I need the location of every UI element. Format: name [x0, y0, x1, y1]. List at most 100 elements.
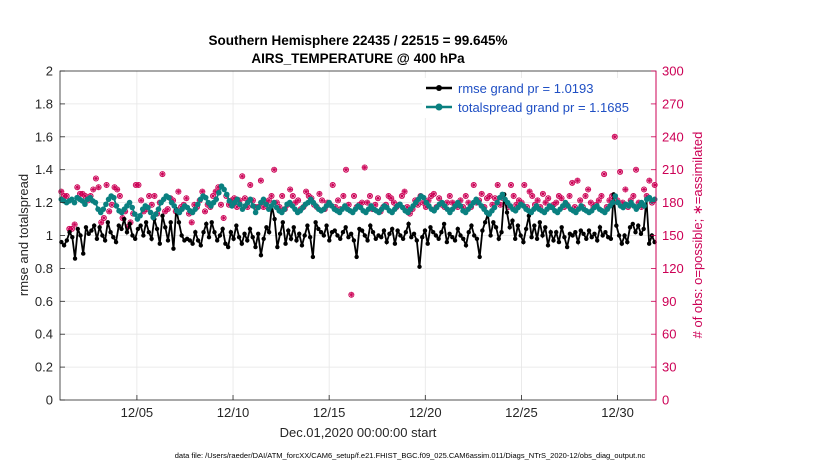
- obs-assimilated-marker: [343, 167, 349, 173]
- rmse-point: [275, 244, 280, 250]
- obs-possible-marker: [361, 164, 368, 171]
- obs-possible-marker: [510, 193, 517, 200]
- rmse-point: [135, 226, 141, 232]
- y-right-tick-label: 120: [662, 261, 684, 276]
- obs-assimilated-marker: [484, 195, 490, 201]
- rmse-point: [430, 230, 436, 235]
- rmse-point: [132, 236, 138, 241]
- rmse-point: [318, 230, 324, 235]
- obs-possible-marker: [289, 193, 296, 200]
- obs-assimilated-marker: [633, 167, 639, 173]
- rmse-point: [204, 221, 209, 227]
- obs-assimilated-marker: [74, 184, 80, 190]
- obs-assimilated-marker: [367, 193, 373, 199]
- obs-possible-marker: [209, 193, 216, 200]
- obs-assimilated-marker: [420, 200, 426, 205]
- obs-assimilated-marker: [215, 184, 221, 190]
- rmse-point: [143, 220, 149, 225]
- rmse-point: [452, 238, 458, 243]
- rmse-point: [346, 234, 351, 240]
- rmse-point: [441, 221, 447, 227]
- obs-possible-marker: [351, 193, 358, 200]
- rmse-point: [212, 230, 217, 235]
- totalspread-point: [147, 209, 154, 216]
- obs-possible-marker: [364, 199, 371, 206]
- totalspread-point: [651, 196, 658, 203]
- obs-possible-marker: [220, 214, 227, 221]
- rmse-point: [124, 230, 130, 235]
- rmse-point: [422, 228, 428, 233]
- rmse-point: [253, 244, 258, 250]
- obs-possible-marker: [574, 177, 581, 184]
- rmse-point: [471, 233, 477, 238]
- chart-title: Southern Hemisphere 22435 / 22515 = 99.6…: [208, 33, 507, 48]
- y-right-tick-label: 300: [662, 64, 684, 79]
- obs-assimilated-marker: [471, 182, 477, 188]
- rmse-point: [513, 236, 518, 241]
- rmse-point: [193, 230, 198, 235]
- obs-assimilated-marker: [165, 206, 171, 212]
- obs-assimilated-marker: [415, 202, 421, 208]
- rmse-point: [409, 234, 414, 240]
- obs-possible-marker: [100, 214, 107, 221]
- totalspread-point: [420, 194, 427, 201]
- totalspread-point: [195, 201, 201, 208]
- obs-possible-marker: [529, 193, 536, 200]
- y-right-tick-label: 0: [662, 393, 669, 408]
- y-tick-label: 1.6: [35, 129, 53, 144]
- rmse-point: [491, 220, 496, 225]
- rmse-point: [600, 233, 605, 238]
- x-tick-label: 12/20: [409, 405, 442, 420]
- totalspread-point: [226, 198, 233, 204]
- rmse-point: [78, 233, 83, 238]
- rmse-point: [384, 239, 389, 245]
- obs-assimilated-marker: [529, 193, 535, 199]
- rmse-point: [646, 241, 652, 246]
- rmse-point: [597, 225, 603, 230]
- rmse-point: [529, 234, 534, 240]
- rmse-point: [564, 244, 570, 250]
- y-right-tick-label: 240: [662, 129, 684, 144]
- obs-possible-marker: [539, 190, 546, 197]
- rmse-point: [463, 243, 469, 248]
- rmse-point: [543, 225, 548, 230]
- rmse-point: [477, 254, 482, 260]
- obs-possible-marker: [116, 193, 123, 200]
- rmse-point: [395, 228, 400, 233]
- rmse-point: [313, 220, 318, 225]
- totalspread-point: [641, 203, 647, 209]
- rmse-point: [584, 236, 589, 241]
- rmse-point: [75, 226, 80, 232]
- right-axis-ticks: 0 30 60 90 120 150 180 210 240 270 300: [651, 64, 684, 408]
- x-axis-ticks: 12/05 12/10 12/15 12/20 12/25 12/30: [121, 395, 634, 420]
- obs-assimilated-marker: [133, 182, 139, 188]
- rmse-point: [201, 230, 206, 235]
- rmse-point: [206, 234, 212, 240]
- rmse-point: [641, 226, 646, 232]
- y-right-tick-label: 270: [662, 96, 684, 111]
- obs-assimilated-marker: [61, 193, 67, 199]
- rmse-point: [100, 233, 105, 238]
- obs-assimilated-marker: [213, 189, 219, 195]
- obs-assimilated-marker: [266, 198, 272, 203]
- obs-assimilated-marker: [239, 173, 245, 179]
- obs-assimilated-marker: [221, 215, 227, 221]
- obs-assimilated-marker: [189, 219, 195, 225]
- obs-possible-marker: [651, 182, 658, 189]
- obs-assimilated-marker: [652, 182, 658, 188]
- obs-assimilated-marker: [601, 171, 607, 177]
- obs-assimilated-marker: [511, 193, 517, 199]
- obs-assimilated-marker: [596, 198, 602, 203]
- y-right-tick-label: 60: [662, 327, 676, 342]
- obs-assimilated-marker: [575, 178, 580, 184]
- obs-assimilated-marker: [436, 195, 442, 201]
- rmse-point: [573, 230, 578, 235]
- obs-assimilated-marker: [567, 193, 572, 199]
- obs-possible-marker: [319, 197, 326, 204]
- rmse-point: [302, 233, 307, 238]
- rmse-point: [154, 226, 160, 232]
- rmse-point: [496, 236, 501, 241]
- obs-possible-marker: [159, 171, 166, 178]
- y-tick-label: 1.2: [35, 195, 53, 210]
- rmse-point: [510, 218, 515, 223]
